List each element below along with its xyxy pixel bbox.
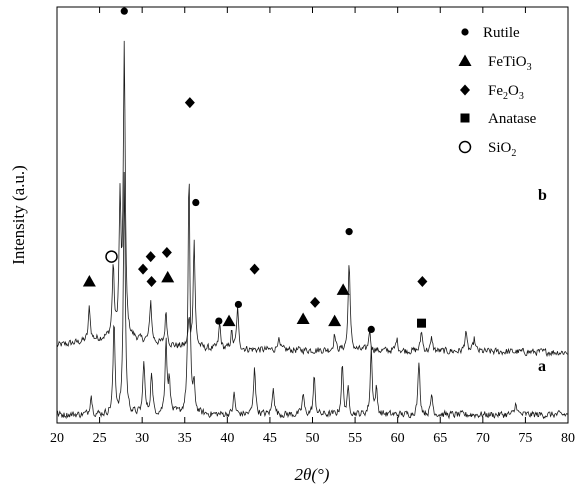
x-tick-label: 60 xyxy=(391,431,405,446)
x-tick-label: 35 xyxy=(178,431,192,446)
x-tick-label: 25 xyxy=(93,431,107,446)
rutile-marker-icon xyxy=(192,198,200,207)
legend-label: Rutile xyxy=(483,25,520,41)
legend-entry: Fe2O3 xyxy=(460,83,524,102)
rutile-marker-icon xyxy=(215,317,223,325)
legend-label: Anatase xyxy=(488,111,537,127)
series-label-b: b xyxy=(538,187,547,204)
legend-label: SiO2 xyxy=(488,140,516,159)
x-tick-label: 75 xyxy=(518,431,532,446)
fe2o3-marker-icon xyxy=(161,246,172,258)
x-tick-label: 45 xyxy=(263,431,277,446)
legend-entry: Anatase xyxy=(460,111,537,127)
legend: Rutile FeTiO3 Fe2O3 Anatase SiO2 xyxy=(458,25,537,159)
fe2o3-marker-icon xyxy=(417,276,428,288)
fe2o3-marker-icon xyxy=(460,84,470,96)
series-b: b xyxy=(56,7,568,358)
x-tick-label: 80 xyxy=(561,431,575,446)
legend-entry: FeTiO3 xyxy=(458,54,532,73)
x-tick-label: 65 xyxy=(433,431,447,446)
rutile-marker-icon xyxy=(345,228,353,236)
fetio3-marker-icon xyxy=(161,270,175,283)
x-tick-label: 55 xyxy=(348,431,362,446)
legend-entry: Rutile xyxy=(461,25,520,41)
fetio3-marker-icon xyxy=(458,54,472,66)
rutile-marker-icon xyxy=(120,7,128,15)
anatase-marker-icon xyxy=(417,318,427,328)
anatase-marker-icon xyxy=(460,113,470,123)
x-tick-label: 30 xyxy=(135,431,149,446)
pattern-line-a xyxy=(56,171,569,420)
fetio3-marker-icon xyxy=(328,314,342,327)
rutile-marker-icon xyxy=(234,300,243,309)
legend-label: Fe2O3 xyxy=(488,83,524,102)
x-axis-label: 2θ(°) xyxy=(295,465,330,484)
fetio3-marker-icon xyxy=(336,283,350,295)
fetio3-marker-icon xyxy=(222,314,236,327)
fe2o3-marker-icon xyxy=(138,263,149,275)
fe2o3-marker-icon xyxy=(310,296,321,308)
fetio3-marker-icon xyxy=(296,312,310,324)
legend-label: FeTiO3 xyxy=(488,54,532,73)
rutile-marker-icon xyxy=(461,28,469,36)
series-a: a xyxy=(56,97,569,420)
fe2o3-marker-icon xyxy=(145,251,156,263)
x-tick-label: 20 xyxy=(50,431,64,446)
legend-entry: SiO2 xyxy=(458,140,516,159)
fe2o3-marker-icon xyxy=(146,276,157,288)
pattern-line-b xyxy=(56,40,568,358)
fe2o3-marker-icon xyxy=(249,263,260,275)
series-label-a: a xyxy=(538,358,546,375)
sio2-marker-icon xyxy=(458,140,472,154)
x-tick-label: 40 xyxy=(220,431,234,446)
x-tick-label: 50 xyxy=(306,431,320,446)
y-axis-label: Intensity (a.u.) xyxy=(9,165,28,265)
fetio3-marker-icon xyxy=(82,275,96,287)
series-group: ba xyxy=(56,7,569,420)
rutile-marker-icon xyxy=(367,325,375,333)
x-tick-label: 70 xyxy=(476,431,490,446)
x-axis-ticks: 20 25 30 35 40 45 50 55 60 65 70 75 80 xyxy=(50,7,575,446)
fe2o3-marker-icon xyxy=(184,97,195,109)
sio2-marker-icon xyxy=(105,250,118,263)
